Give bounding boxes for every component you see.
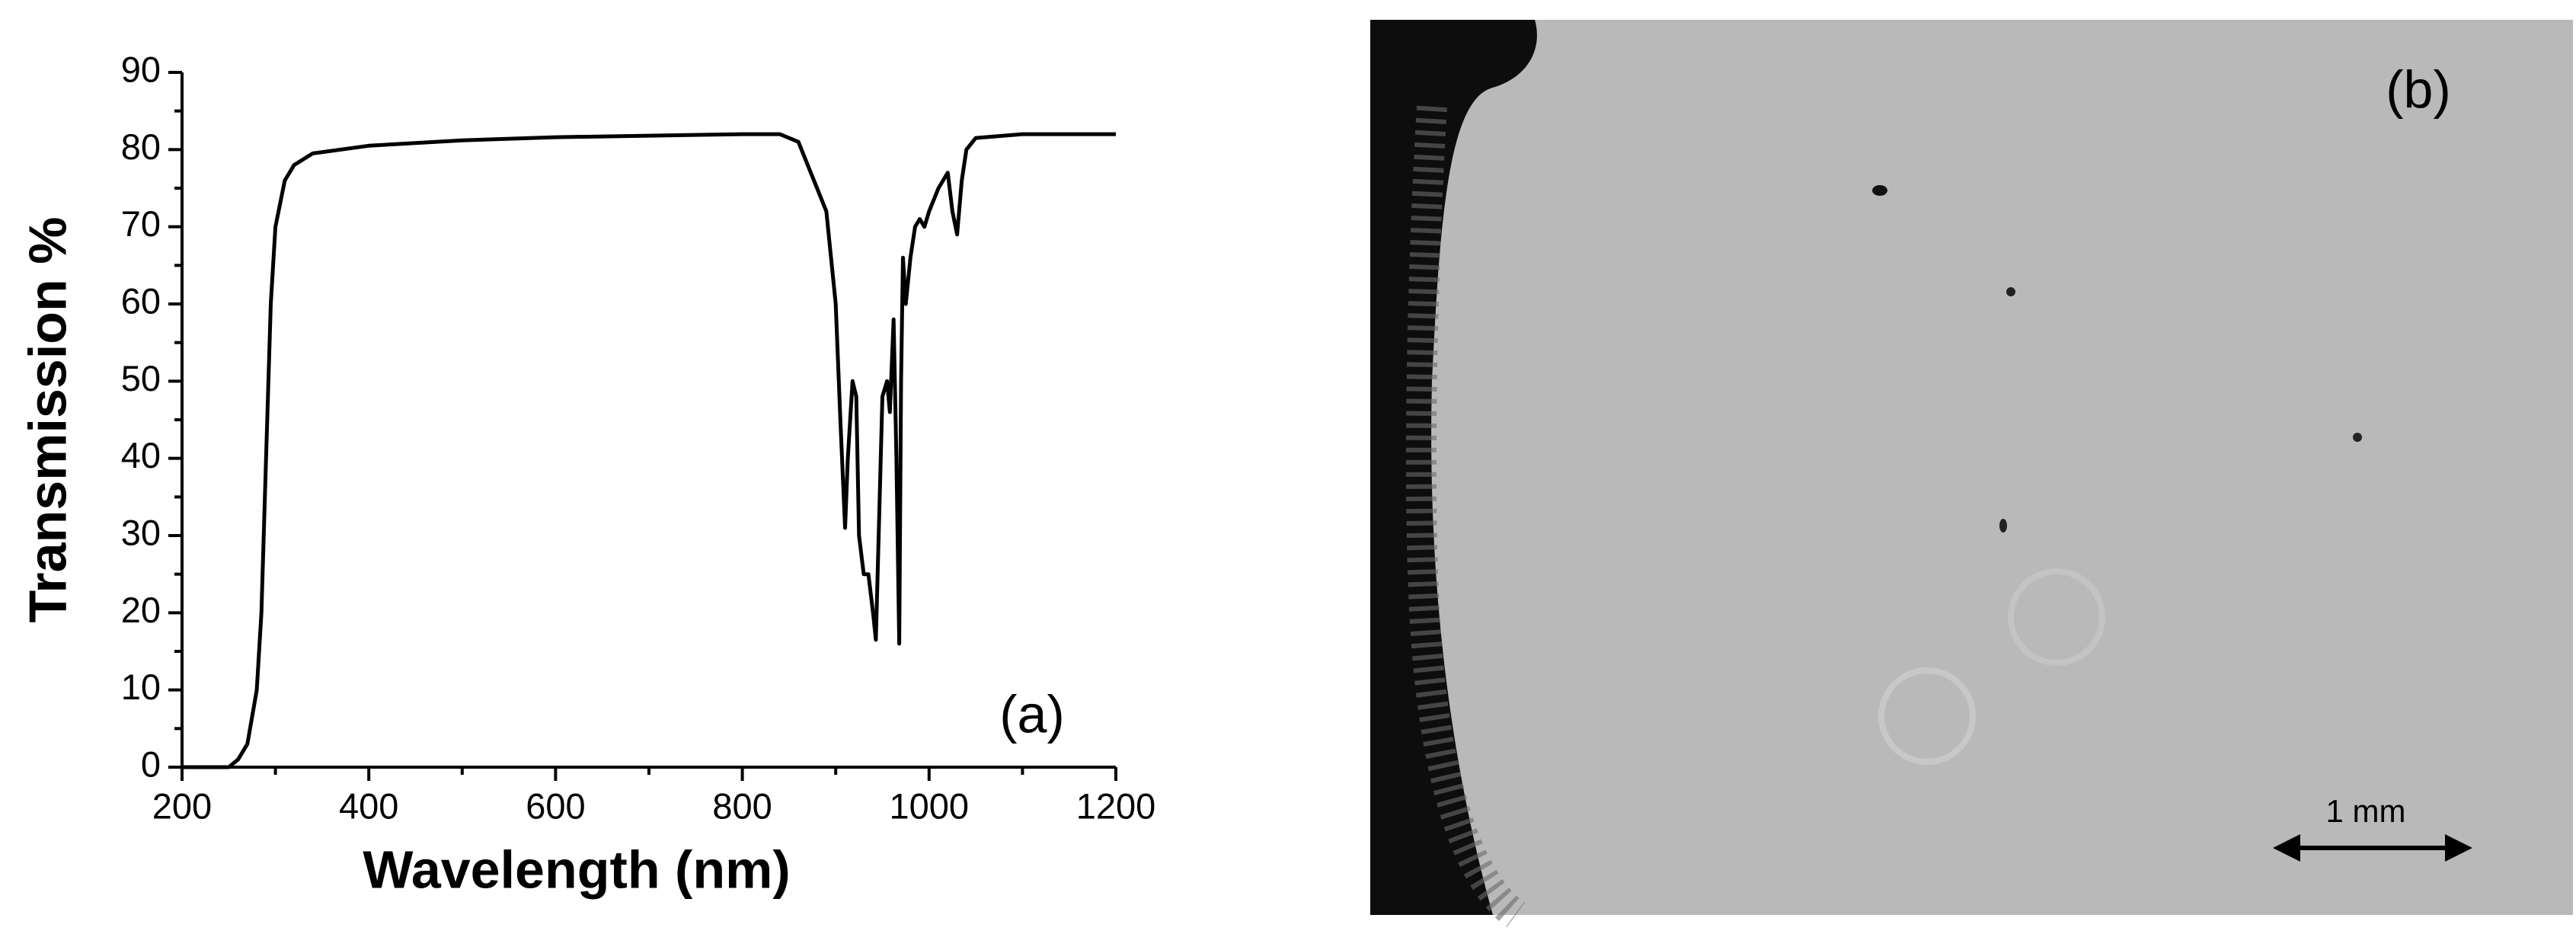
x-axis-title: Wavelength (nm)	[363, 840, 790, 899]
x-tick-label: 1200	[1076, 785, 1156, 826]
particle	[1999, 519, 2007, 533]
panel-label: (a)	[999, 684, 1065, 744]
panel-label: (b)	[2386, 59, 2451, 119]
y-axis-title: Transmission %	[18, 217, 77, 623]
micrograph: (b) 1 mm	[1370, 20, 2573, 928]
y-tick-label: 50	[121, 358, 161, 398]
particle	[2006, 287, 2015, 296]
transmission-line	[182, 132, 1116, 769]
y-tick-label: 30	[121, 512, 161, 552]
y-tick-label: 20	[121, 590, 161, 630]
y-tick-label: 70	[121, 203, 161, 244]
y-tick-label: 80	[121, 126, 161, 167]
micrograph-background	[1370, 20, 2573, 915]
x-tick-label: 200	[152, 785, 212, 826]
y-tick-label: 60	[121, 280, 161, 321]
x-tick-label: 800	[712, 785, 772, 826]
y-tick-label: 10	[121, 667, 161, 707]
particle	[1872, 185, 1887, 196]
particle	[2353, 433, 2362, 442]
x-tick-label: 1000	[890, 785, 970, 826]
y-tick-label: 0	[141, 744, 161, 784]
y-tick-label: 40	[121, 435, 161, 475]
artifact-ring	[1878, 667, 1976, 765]
artifact-ring	[2008, 568, 2105, 666]
y-tick-label: 90	[121, 49, 161, 89]
x-tick-label: 400	[339, 785, 398, 826]
edge-texture	[1405, 105, 1526, 928]
x-tick-label: 600	[526, 785, 585, 826]
scale-bar-label: 1 mm	[2326, 793, 2406, 829]
